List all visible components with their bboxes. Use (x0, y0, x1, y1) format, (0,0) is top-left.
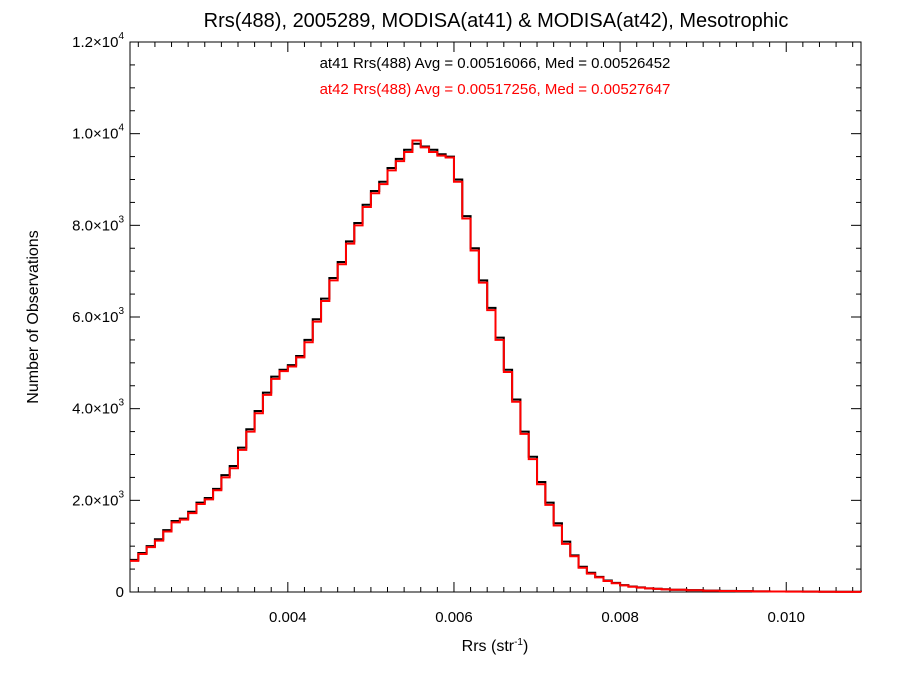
x-tick-label: 0.006 (435, 609, 473, 626)
y-tick-label: 0 (116, 584, 124, 601)
y-tick-exponent: 3 (118, 489, 124, 500)
y-tick-mantissa: 2.0×10 (72, 492, 118, 509)
x-axis-label-exponent: -1 (514, 637, 523, 648)
y-tick-mantissa: 8.0×10 (72, 217, 118, 234)
y-tick-exponent: 4 (118, 31, 124, 42)
y-tick-exponent: 3 (118, 306, 124, 317)
series-at42-line (130, 139, 862, 593)
y-tick-exponent: 4 (118, 123, 124, 134)
y-tick-exponent: 3 (118, 214, 124, 225)
annotation-at41: at41 Rrs(488) Avg = 0.00516066, Med = 0.… (320, 55, 671, 72)
y-tick-exponent: 3 (118, 398, 124, 409)
y-axis-ticks: 02.0×1034.0×1036.0×1038.0×1031.0×1041.2×… (72, 31, 861, 601)
x-axis-ticks: 0.004 0.006 0.008 0.010 (137, 42, 854, 626)
x-axis-label-close: ) (523, 638, 528, 655)
y-tick-mantissa: 1.0×10 (72, 126, 118, 143)
x-axis-label-main: Rrs (str (462, 638, 515, 655)
y-tick-mantissa: 4.0×10 (72, 401, 118, 418)
annotation-at42: at42 Rrs(488) Avg = 0.00517256, Med = 0.… (320, 81, 671, 98)
y-tick-label: 2.0×103 (72, 489, 124, 509)
x-tick-label: 0.004 (269, 609, 307, 626)
y-tick-mantissa: 1.2×10 (72, 34, 118, 51)
y-tick-label: 6.0×103 (72, 306, 124, 326)
series-at41-line (130, 142, 862, 593)
series-group (130, 139, 862, 593)
y-tick-mantissa: 0 (116, 584, 124, 601)
y-tick-label: 8.0×103 (72, 214, 124, 234)
chart-title: Rrs(488), 2005289, MODISA(at41) & MODISA… (204, 10, 789, 32)
x-tick-label: 0.010 (767, 609, 805, 626)
x-axis-label: Rrs (str-1) (462, 637, 529, 655)
y-tick-label: 4.0×103 (72, 398, 124, 418)
y-tick-label: 1.0×104 (72, 123, 124, 143)
y-tick-label: 1.2×104 (72, 31, 124, 51)
y-axis-label: Number of Observations (25, 230, 42, 403)
y-tick-mantissa: 6.0×10 (72, 309, 118, 326)
x-tick-label: 0.008 (601, 609, 639, 626)
